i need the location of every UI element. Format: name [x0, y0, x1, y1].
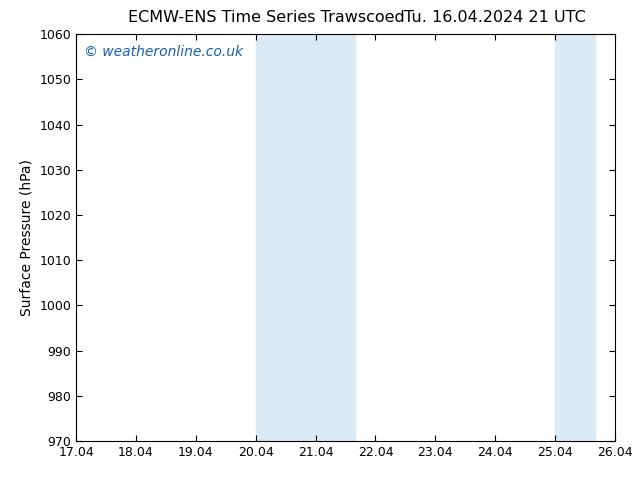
- Bar: [555, 34, 595, 441]
- Y-axis label: Surface Pressure (hPa): Surface Pressure (hPa): [20, 159, 34, 316]
- Text: ECMW-ENS Time Series Trawscoed: ECMW-ENS Time Series Trawscoed: [128, 10, 404, 25]
- Bar: [256, 34, 355, 441]
- Text: Tu. 16.04.2024 21 UTC: Tu. 16.04.2024 21 UTC: [404, 10, 585, 25]
- Text: © weatheronline.co.uk: © weatheronline.co.uk: [84, 45, 243, 58]
